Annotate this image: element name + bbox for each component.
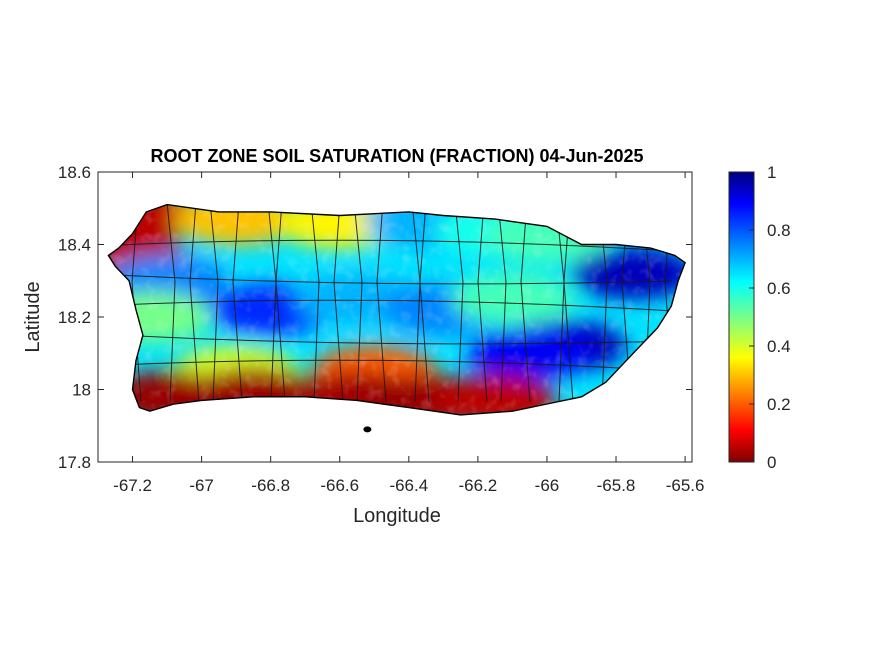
boundary-line	[117, 274, 673, 285]
x-axis: -67.2 -67 -66.8 -66.6 -66.4 -66.2 -66 -65.8 -65.…	[113, 172, 704, 495]
y-axis: 17.8 18 18.2 18.4 18.6	[58, 163, 692, 472]
y-tick-label: 18	[72, 381, 91, 400]
y-tick-label: 18.6	[58, 163, 91, 182]
boundary-line	[520, 204, 531, 403]
x-tick-label: -66.4	[389, 476, 428, 495]
y-tick-label: 17.8	[58, 453, 91, 472]
boundary-line	[232, 204, 243, 403]
boundary-line	[117, 334, 673, 345]
boundary-line	[117, 239, 673, 252]
boundary-line	[376, 204, 387, 403]
boundary-line	[117, 359, 673, 372]
x-tick-label: -66.6	[320, 476, 359, 495]
x-tick-label: -67.2	[113, 476, 152, 495]
x-tick-label: -66	[535, 476, 560, 495]
x-tick-label: -67	[189, 476, 214, 495]
x-tick-label: -65.8	[597, 476, 636, 495]
y-tick-label: 18.4	[58, 236, 91, 255]
boundary-line	[700, 202, 708, 402]
x-tick-label: -66.8	[251, 476, 290, 495]
colorbar-gradient	[728, 171, 755, 463]
x-tick-label: -65.6	[666, 476, 705, 495]
boundary-line	[419, 204, 430, 403]
coastline	[107, 203, 686, 416]
colorbar: 0 0.2 0.4 0.6 0.8 1	[728, 163, 791, 472]
boundary-line	[333, 204, 344, 403]
offshore-island	[363, 426, 372, 433]
boundary-line	[353, 204, 363, 403]
boundary-line	[497, 204, 507, 403]
boundary-line	[166, 204, 176, 403]
x-tick-label: -66.2	[459, 476, 498, 495]
colorbar-tick-label: 0.8	[767, 221, 791, 240]
colorbar-tick-label: 1	[767, 163, 776, 182]
chart-title: ROOT ZONE SOIL SATURATION (FRACTION) 04-…	[150, 146, 643, 166]
boundary-line	[275, 204, 286, 403]
colorbar-tick-label: 0	[767, 453, 776, 472]
x-axis-label: Longitude	[353, 505, 441, 527]
y-tick-label: 18.2	[58, 308, 91, 327]
colorbar-tick-label: 0.6	[767, 279, 791, 298]
colorbar-tick-label: 0.2	[767, 395, 791, 414]
boundary-line	[117, 299, 673, 312]
colorbar-tick-label: 0.4	[767, 337, 791, 356]
colorbar-ticks: 0 0.2 0.4 0.6 0.8 1	[749, 163, 791, 472]
y-axis-label: Latitude	[22, 281, 44, 352]
